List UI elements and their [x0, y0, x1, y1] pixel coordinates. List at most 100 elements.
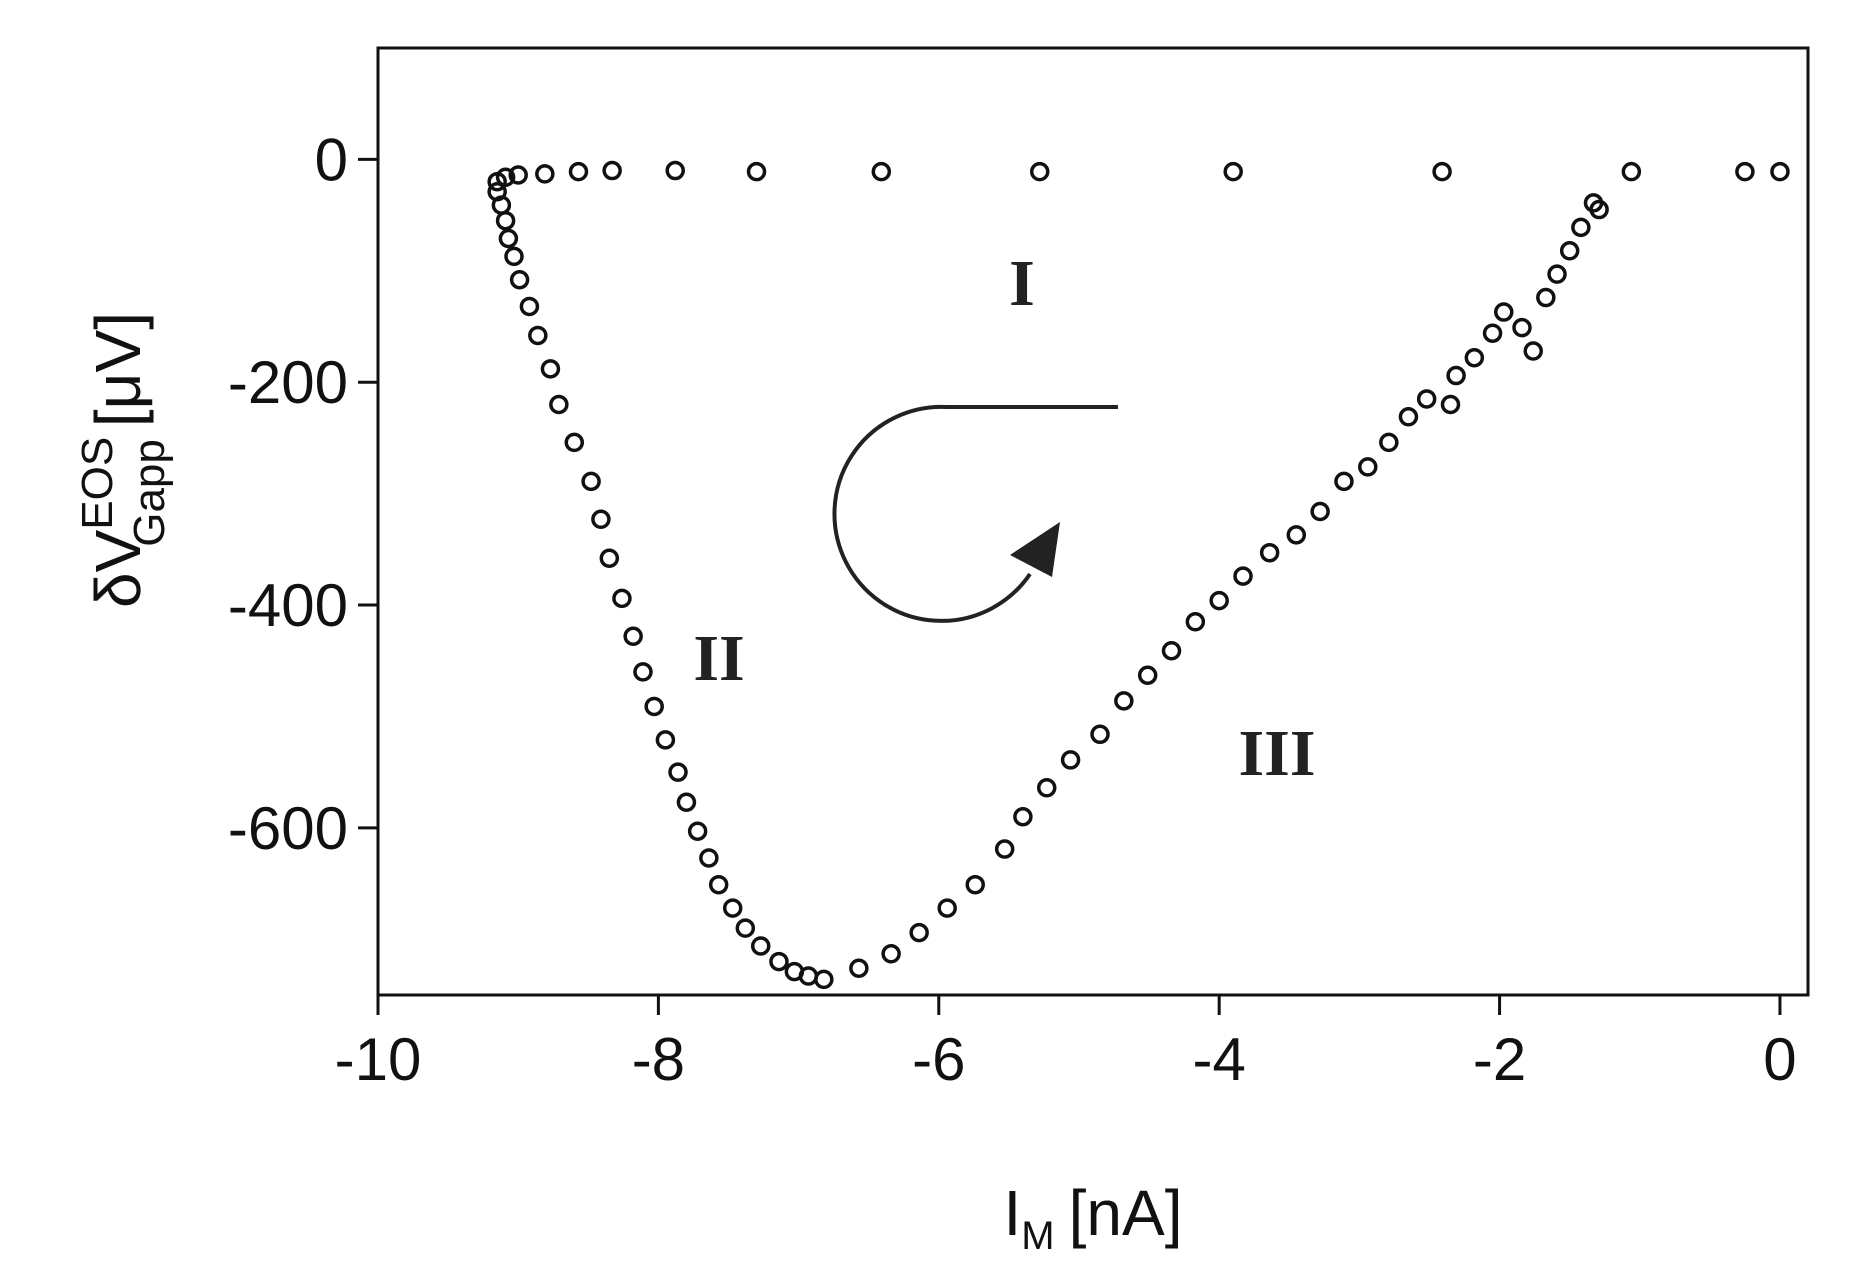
- data-point: [487, 171, 507, 192]
- data-point: [1571, 217, 1591, 238]
- x-tick-label: 0: [1763, 1026, 1796, 1093]
- y-tick-label: -600: [228, 795, 348, 862]
- data-point: [540, 359, 561, 379]
- y-tick-label: -200: [228, 349, 348, 416]
- data-point: [504, 246, 524, 267]
- data-point: [612, 588, 632, 609]
- data-point: [1013, 806, 1033, 827]
- data-point: [1310, 501, 1330, 522]
- data-point: [1161, 640, 1182, 661]
- y-tick-label: -400: [228, 572, 348, 639]
- data-point: [849, 958, 869, 979]
- data-point: [495, 210, 516, 231]
- data-point: [1621, 161, 1642, 182]
- y-tick-label: 0: [315, 126, 348, 193]
- data-point: [591, 509, 611, 530]
- data-point: [665, 160, 685, 181]
- data-point: [1482, 323, 1503, 343]
- data-point: [676, 792, 697, 813]
- data-point: [814, 969, 834, 990]
- x-tick-label: -4: [1192, 1026, 1245, 1093]
- data-point: [644, 696, 664, 717]
- data-point: [750, 936, 771, 956]
- data-point: [1286, 525, 1307, 545]
- data-point: [1547, 264, 1567, 284]
- cycle-arrow: [832, 404, 1118, 623]
- y-label-superscript: EOS: [73, 437, 122, 530]
- data-point: [699, 848, 719, 868]
- x-tick-label: -2: [1473, 1026, 1526, 1093]
- data-point: [581, 471, 601, 492]
- data-point: [994, 839, 1015, 859]
- data-point: [687, 821, 708, 841]
- data-point: [1029, 161, 1050, 182]
- data-point: [623, 626, 643, 647]
- y-label-unit: [μV]: [82, 312, 154, 427]
- data-point: [498, 228, 519, 249]
- data-point: [722, 898, 743, 918]
- data-point: [881, 944, 901, 964]
- data-point: [1432, 161, 1452, 182]
- data-point: [1223, 161, 1243, 182]
- x-label-base: I: [1004, 1177, 1022, 1249]
- data-point: [1440, 394, 1461, 415]
- data-point: [1446, 365, 1466, 386]
- arrow-head: [1010, 522, 1060, 577]
- x-axis-label: IM [nA]: [1004, 1177, 1183, 1258]
- data-point: [568, 161, 589, 182]
- y-label-subscript: Gapp: [125, 439, 174, 547]
- x-tick-label: -6: [912, 1026, 965, 1093]
- data-point: [1114, 691, 1134, 711]
- data-point: [1137, 665, 1158, 685]
- data-point: [508, 165, 528, 185]
- data-point: [528, 325, 548, 346]
- region-label: III: [1238, 717, 1315, 790]
- data-point: [1735, 161, 1755, 182]
- data-point: [1536, 287, 1556, 308]
- data-point: [1512, 317, 1532, 338]
- data-point: [871, 161, 892, 182]
- data-point: [1259, 542, 1280, 563]
- data-point: [564, 432, 585, 453]
- data-point: [602, 160, 622, 181]
- region-label: II: [693, 622, 744, 695]
- x-label-unit: [nA]: [1069, 1177, 1183, 1249]
- data-point: [1233, 566, 1253, 586]
- data-point: [1416, 389, 1437, 409]
- data-point: [1090, 724, 1110, 745]
- data-point: [1209, 590, 1229, 611]
- x-label-subscript: M: [1021, 1214, 1054, 1258]
- data-point: [708, 874, 729, 895]
- data-point: [1379, 432, 1399, 453]
- data-point: [746, 161, 767, 182]
- data-point: [1036, 778, 1057, 798]
- data-point: [769, 951, 789, 972]
- data-point: [1060, 750, 1081, 770]
- plot-frame: [376, 46, 1810, 997]
- data-point: [633, 662, 653, 682]
- data-point: [1494, 302, 1514, 322]
- data-point: [1464, 347, 1485, 368]
- data-point: [549, 394, 569, 415]
- data-point: [1358, 457, 1378, 477]
- data-point: [1589, 199, 1609, 220]
- data-point: [668, 762, 688, 782]
- data-point: [519, 296, 540, 317]
- data-point: [1559, 241, 1580, 261]
- data-point: [1523, 341, 1543, 361]
- data-point: [735, 918, 756, 938]
- data-point: [509, 269, 530, 290]
- data-point: [1398, 407, 1419, 427]
- data-point: [655, 730, 676, 750]
- data-point: [937, 898, 957, 918]
- data-point: [1334, 471, 1354, 492]
- data-point: [1770, 161, 1790, 182]
- data-point: [1185, 612, 1206, 632]
- data-point: [535, 164, 555, 184]
- x-tick-label: -10: [335, 1026, 422, 1093]
- data-point: [965, 874, 985, 895]
- y-axis-label: δVEOSGapp [μV]: [73, 312, 174, 608]
- x-tick-label: -8: [632, 1026, 685, 1093]
- data-point: [909, 922, 929, 943]
